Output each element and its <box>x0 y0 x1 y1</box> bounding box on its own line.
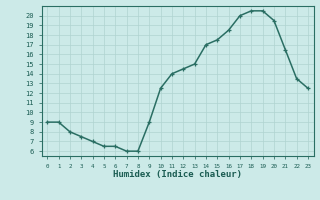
X-axis label: Humidex (Indice chaleur): Humidex (Indice chaleur) <box>113 170 242 179</box>
